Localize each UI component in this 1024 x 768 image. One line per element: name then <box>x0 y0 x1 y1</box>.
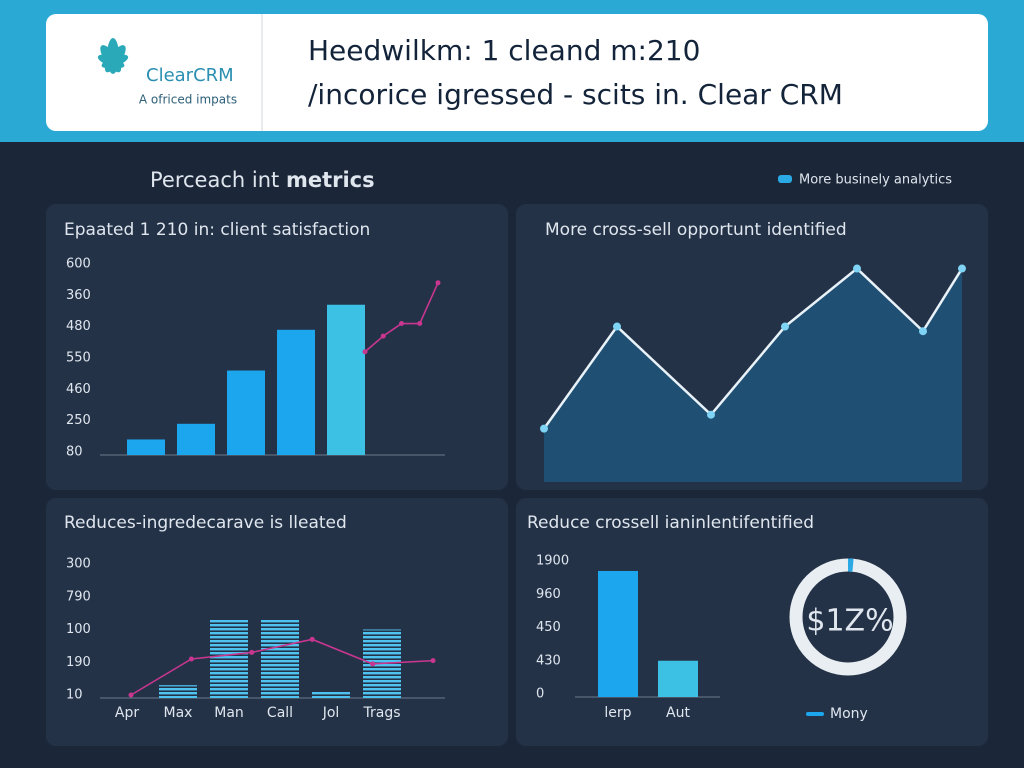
y-tick-label: 790 <box>66 589 91 604</box>
bar <box>598 570 638 697</box>
section-title: Perceach int metrics <box>150 168 375 192</box>
chart-title: Reduce crossell ianinlentifentified <box>527 513 814 533</box>
line-point <box>188 656 194 662</box>
area-point <box>540 424 548 433</box>
y-tick-label: 300 <box>66 557 91 572</box>
y-tick-label: 0 <box>536 687 544 702</box>
line-point <box>380 333 386 339</box>
bar <box>177 423 215 455</box>
section-title-bold: metrics <box>286 168 375 192</box>
y-tick-label: 450 <box>536 620 561 635</box>
bar <box>312 691 350 698</box>
area <box>544 268 962 482</box>
bar <box>159 685 197 698</box>
y-tick-label: 460 <box>66 382 91 397</box>
y-tick-label: 10 <box>66 688 83 703</box>
x-tick-label: Trags <box>362 705 400 721</box>
y-tick-label: 190 <box>66 655 91 670</box>
y-tick-label: 430 <box>536 653 561 668</box>
section-title-normal: Perceach int <box>150 168 279 192</box>
bar <box>210 619 248 698</box>
y-tick-label: 960 <box>536 587 561 602</box>
bar <box>227 370 265 455</box>
x-tick-label: Jol <box>322 705 340 721</box>
line-point <box>399 321 404 327</box>
area-point <box>613 322 621 331</box>
header-title: Heedwilkm: 1 cleand m:210 <box>308 34 700 67</box>
y-tick-label: 1900 <box>536 554 569 569</box>
legend-swatch <box>778 175 792 183</box>
chart-title: Epaated 1 210 in: client satisfaction <box>64 220 370 240</box>
bar <box>261 619 299 698</box>
line <box>130 638 434 696</box>
line-point <box>362 349 368 355</box>
y-tick-label: 480 <box>66 319 91 334</box>
area-point <box>919 327 927 336</box>
line-point <box>249 649 255 655</box>
y-tick-label: 80 <box>66 445 83 460</box>
logo <box>97 38 129 74</box>
bar <box>127 439 165 455</box>
x-tick-label: Call <box>267 705 293 721</box>
bar <box>327 304 365 455</box>
chart-title: Reduces-ingredecarave is lleated <box>64 513 347 533</box>
area-point <box>707 410 715 419</box>
line-point <box>370 661 376 667</box>
line-point <box>309 636 315 642</box>
donut-label: $1Z% <box>806 604 893 639</box>
y-tick-label: 360 <box>66 288 91 303</box>
x-tick-label: lerp <box>604 705 631 721</box>
tagline: A ofriced impats <box>139 93 237 107</box>
legend-swatch <box>806 712 824 716</box>
x-tick-label: Aut <box>666 705 690 721</box>
x-tick-label: Apr <box>115 705 139 721</box>
panel <box>516 498 988 746</box>
x-tick-label: Max <box>164 705 193 721</box>
area-point <box>958 264 966 273</box>
x-tick-label: Man <box>214 705 244 721</box>
header-card <box>46 14 988 131</box>
area-point <box>853 264 861 273</box>
chart-title: More cross-sell opportunt identified <box>545 220 847 240</box>
bar <box>658 660 698 697</box>
bar <box>277 329 315 455</box>
line-point <box>435 280 441 286</box>
legend-label: Mony <box>830 706 868 722</box>
area-point <box>781 322 789 331</box>
y-tick-label: 250 <box>66 413 91 428</box>
line-point <box>430 658 436 664</box>
y-tick-label: 600 <box>66 257 91 272</box>
legend-label: More businely analytics <box>799 173 952 188</box>
header-title: /incorice igressed - scits in. Clear CRM <box>308 78 843 111</box>
brand: ClearCRM <box>146 65 234 86</box>
y-tick-label: 100 <box>66 622 91 637</box>
line-point <box>128 692 134 698</box>
y-tick-label: 550 <box>66 351 91 366</box>
line-point <box>417 321 423 327</box>
